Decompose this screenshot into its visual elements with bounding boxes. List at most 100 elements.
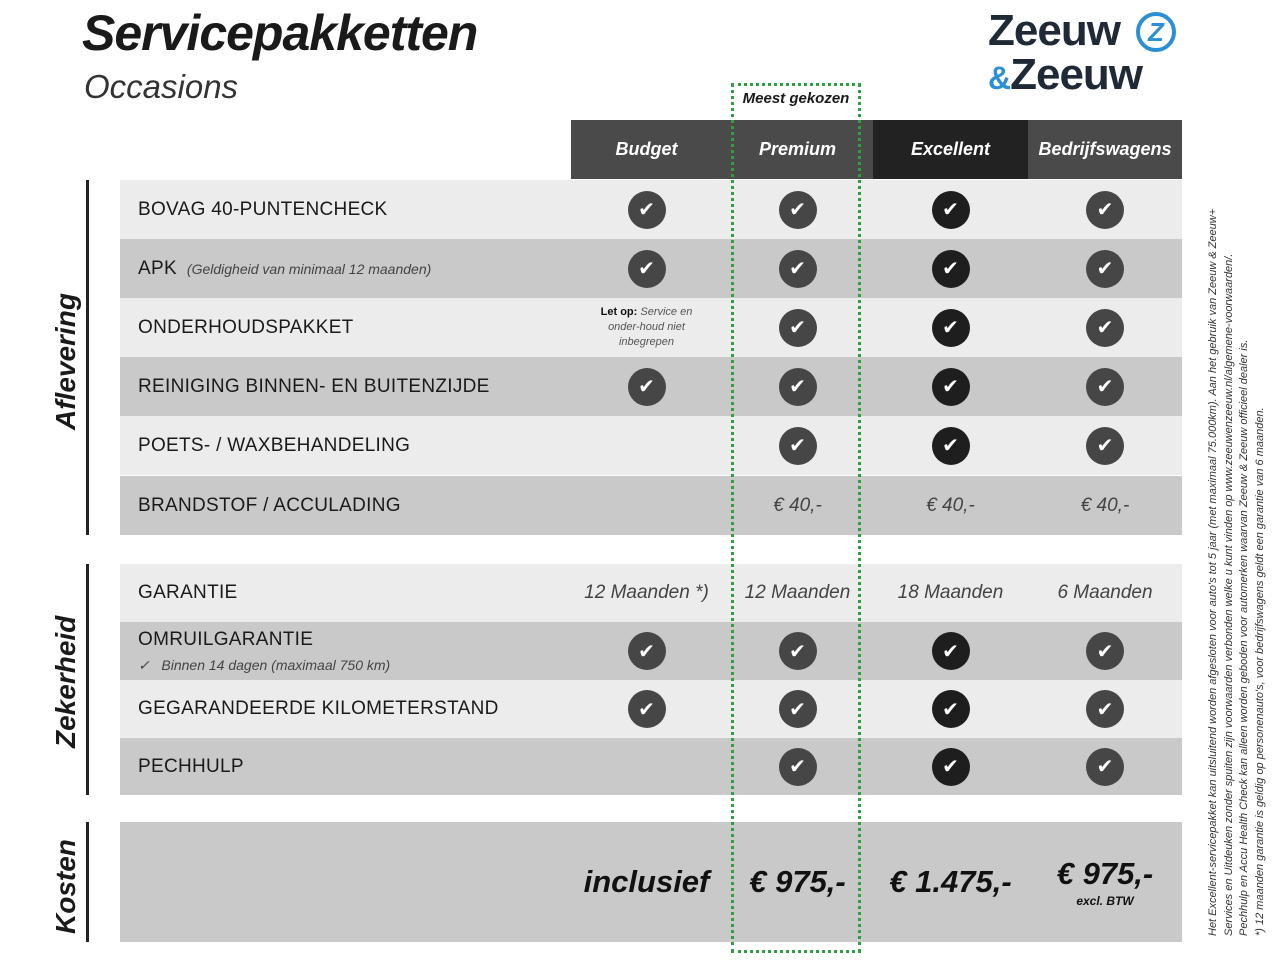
check-icon: ✔ (627, 367, 666, 406)
row-label: REINIGING BINNEN- EN BUITENZIJDE (138, 375, 490, 397)
section-kosten: Kosten (50, 839, 81, 934)
page-subtitle: Occasions (84, 68, 239, 105)
column-header-bedrijfswagens: Bedrijfswagens (1028, 120, 1182, 179)
check-icon: ✔ (1086, 426, 1124, 465)
table-cell: ✔ (873, 416, 1028, 475)
check-icon: ✔ (1086, 249, 1124, 288)
row-label: BOVAG 40-PUNTENCHECK (138, 198, 388, 220)
cell-value: 12 Maanden *) (584, 582, 709, 603)
row-label: GEGARANDEERDE KILOMETERSTAND (138, 698, 499, 719)
check-icon: ✔ (778, 632, 817, 670)
table-row: POETS- / WAXBEHANDELING ✔ ✔ ✔ (120, 416, 1182, 475)
table-row: BOVAG 40-PUNTENCHECK ✔ ✔ ✔ ✔ (120, 180, 1182, 239)
row-label: APK (Geldigheid van minimaal 12 maanden) (138, 257, 432, 279)
row-label: PECHHULP (138, 755, 244, 777)
table-cell: ✔ (873, 239, 1028, 298)
section-divider (86, 180, 89, 535)
cell-value: € 40,- (773, 494, 822, 516)
logo-z-icon: Z (1136, 12, 1176, 52)
row-label: BRANDSTOF / ACCULADING (138, 494, 401, 516)
table-cell: ✔ (722, 680, 873, 738)
row-sublabel: ✓ Binnen 14 dagen (maximaal 750 km) (138, 656, 391, 673)
check-icon: ✔ (931, 308, 970, 347)
table-cell: ✔ (722, 357, 873, 416)
check-icon: ✔ (931, 249, 970, 288)
row-label: ONDERHOUDSPAKKET (138, 316, 354, 338)
row-label: GARANTIE (138, 582, 238, 603)
check-icon: ✔ (931, 426, 970, 465)
table-row: GARANTIE 12 Maanden *) 12 Maanden 18 Maande… (120, 564, 1182, 622)
table-row: BRANDSTOF / ACCULADING € 40,- € 40,- € 40,- (120, 476, 1182, 535)
section-aflevering: Aflevering (50, 293, 81, 430)
check-icon: ✔ (931, 632, 970, 670)
kosten-row: inclusief € 975,- € 1.475,- € 975,- excl.… (120, 822, 1182, 942)
table-cell: € 40,- (722, 476, 873, 535)
check-icon: ✔ (778, 747, 817, 786)
table-cell: ✔ (571, 357, 722, 416)
price-budget: inclusief (583, 864, 710, 899)
table-row: APK (Geldigheid van minimaal 12 maanden) ✔… (120, 239, 1182, 298)
table-cell (571, 738, 722, 795)
check-icon: ✔ (778, 190, 817, 229)
let-op-note: Let op: Service en onder-houd niet inbeg… (600, 306, 693, 348)
row-label: POETS- / WAXBEHANDELING (138, 434, 411, 456)
table-cell: ✔ (722, 239, 873, 298)
price-premium: € 975,- (749, 864, 846, 899)
check-icon: ✔ (1086, 308, 1124, 347)
table-cell: ✔ (873, 680, 1028, 738)
check-icon: ✔ (1086, 747, 1124, 786)
table-cell: ✔ (571, 680, 722, 738)
column-header-budget: Budget (571, 120, 722, 179)
table-row: REINIGING BINNEN- EN BUITENZIJDE ✔ ✔ ✔ ✔ (120, 357, 1182, 416)
check-icon: ✔ (778, 690, 817, 728)
table-cell: ✔ (1028, 180, 1182, 239)
cell-value: 18 Maanden (897, 582, 1004, 603)
section-zekerheid: Zekerheid (50, 615, 81, 748)
table-cell: ✔ (722, 180, 873, 239)
table-cell: Let op: Service en onder-houd niet inbeg… (571, 298, 722, 357)
check-icon: ✔ (1086, 632, 1124, 670)
check-icon: ✔ (627, 690, 666, 728)
zeeuw-logo: Zeeuw Z &Zeeuw (988, 6, 1188, 102)
table-row: OMRUILGARANTIE ✓ Binnen 14 dagen (maximaa… (120, 622, 1182, 680)
check-icon: ✔ (1086, 190, 1124, 229)
section-divider (86, 822, 89, 942)
table-cell: ✔ (571, 239, 722, 298)
table-cell: ✔ (1028, 298, 1182, 357)
table-cell: ✔ (722, 738, 873, 795)
check-icon: ✔ (1086, 690, 1124, 728)
table-row: ONDERHOUDSPAKKET Let op: Service en onder… (120, 298, 1182, 357)
section-divider (86, 564, 89, 795)
table-row: GEGARANDEERDE KILOMETERSTAND ✔ ✔ ✔ ✔ (120, 680, 1182, 738)
check-icon: ✔ (627, 249, 666, 288)
table-cell: ✔ (571, 622, 722, 680)
table-cell: 12 Maanden (722, 564, 873, 622)
table-cell: ✔ (1028, 357, 1182, 416)
check-icon: ✔ (778, 249, 817, 288)
table-cell: ✔ (873, 298, 1028, 357)
table-cell: ✔ (873, 622, 1028, 680)
table-row: PECHHULP ✔ ✔ ✔ (120, 738, 1182, 795)
table-cell: 18 Maanden (873, 564, 1028, 622)
table-cell: € 40,- (1028, 476, 1182, 535)
check-icon: ✔ (931, 747, 970, 786)
cell-value: 12 Maanden (744, 582, 851, 603)
table-cell: € 40,- (873, 476, 1028, 535)
table-cell: ✔ (1028, 239, 1182, 298)
meest-gekozen-label: Meest gekozen (742, 90, 850, 107)
table-cell: ✔ (722, 416, 873, 475)
check-icon: ✔ (778, 367, 817, 406)
column-header-excellent: Excellent (873, 120, 1028, 179)
cell-value: € 40,- (926, 494, 975, 516)
table-cell: ✔ (722, 622, 873, 680)
check-icon: ✔ (627, 190, 666, 229)
cell-value: 6 Maanden (1057, 582, 1153, 603)
cell-value: € 40,- (1080, 494, 1130, 516)
table-cell: ✔ (722, 298, 873, 357)
check-icon: ✔ (627, 632, 666, 670)
price-bedrijfswagens: € 975,- (1056, 856, 1154, 891)
page-title: Servicepakketten (82, 5, 478, 61)
table-cell: ✔ (873, 357, 1028, 416)
row-sublabel: (Geldigheid van minimaal 12 maanden) (186, 260, 432, 277)
column-header-premium: Premium (722, 120, 873, 179)
